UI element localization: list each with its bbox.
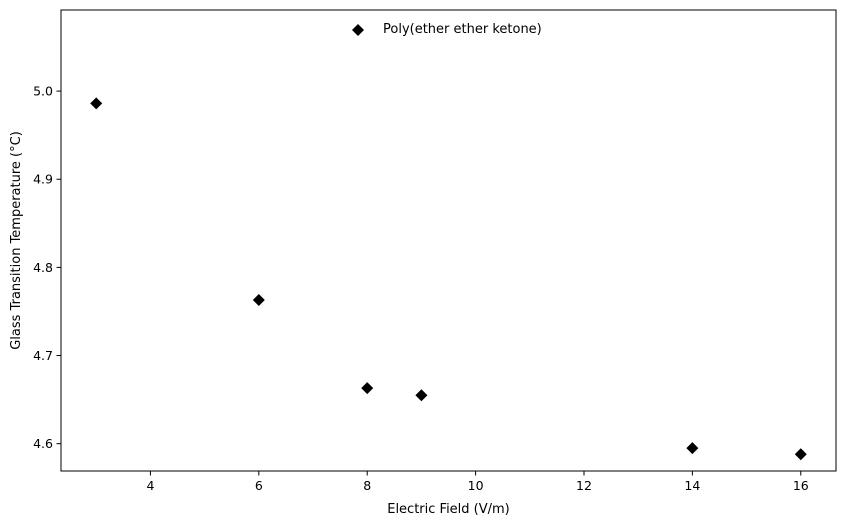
x-tick-label: 6	[255, 478, 263, 493]
y-tick-label: 4.8	[33, 260, 53, 275]
x-axis-label: Electric Field (V/m)	[387, 502, 510, 517]
y-axis: 4.6 4.7 4.8 4.9 5.0	[33, 84, 61, 451]
y-tick-label: 4.7	[33, 348, 53, 363]
plot-area	[60, 9, 837, 472]
x-tick-label: 14	[684, 478, 700, 493]
legend-label: Poly(ether ether ketone)	[383, 22, 542, 37]
x-tick-label: 12	[576, 478, 592, 493]
legend: Poly(ether ether ketone)	[352, 22, 542, 37]
x-axis: 4 6 8 10 12 14 16	[146, 471, 809, 493]
y-tick-label: 4.9	[33, 172, 53, 187]
data-point	[415, 389, 428, 402]
x-tick-label: 16	[793, 478, 809, 493]
y-tick-label: 5.0	[33, 84, 53, 99]
legend-marker-diamond	[352, 24, 364, 36]
data-point	[361, 382, 374, 395]
data-point	[686, 442, 699, 455]
x-tick-label: 8	[363, 478, 371, 493]
x-tick-label: 10	[468, 478, 484, 493]
data-point	[90, 97, 103, 110]
plot-frame	[60, 9, 837, 472]
data-point	[794, 448, 807, 461]
y-tick-label: 4.6	[33, 436, 53, 451]
data-points	[90, 97, 807, 461]
data-point	[252, 293, 265, 306]
y-axis-label: Glass Transition Temperature (°C)	[9, 131, 24, 350]
x-tick-label: 4	[146, 478, 154, 493]
